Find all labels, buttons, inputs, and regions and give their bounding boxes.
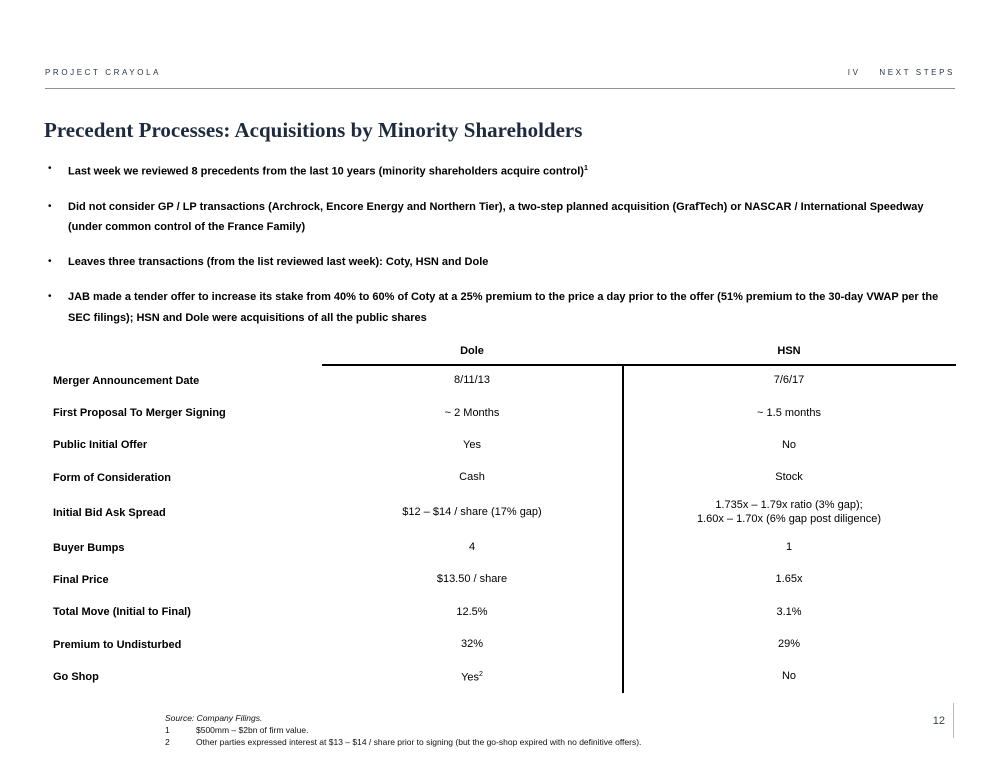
dole-value: Yes2 (461, 671, 483, 684)
bullet-text: Did not consider GP / LP transactions (A… (68, 200, 924, 234)
row-label: Total Move (Initial to Final) (53, 606, 191, 619)
bullet-item: • Did not consider GP / LP transactions … (48, 197, 955, 238)
label-column-header (45, 336, 322, 365)
hsn-value: 1.735x – 1.79x ratio (3% gap); 1.60x – 1… (696, 499, 882, 525)
bullet-marker-icon: • (48, 291, 52, 303)
bullet-marker-icon: • (48, 163, 52, 174)
bullet-item: • Last week we reviewed 8 precedents fro… (48, 159, 955, 182)
table-row: Final Price $13.50 / share 1.65x (45, 564, 956, 596)
table-row: Public Initial Offer Yes No (45, 429, 956, 461)
row-label: Premium to Undisturbed (53, 638, 182, 651)
table-row: Merger Announcement Date 8/11/13 7/6/17 (45, 365, 956, 397)
footnote-reference: 2 (479, 671, 483, 679)
dole-value: $12 – $14 / share (17% gap) (402, 506, 542, 519)
section-title: NEXT STEPS (879, 68, 955, 77)
bullet-item: • JAB made a tender offer to increase it… (48, 287, 955, 328)
footnote: 1 $500mm – $2bn of firm value. (165, 724, 641, 736)
slide-title: Precedent Processes: Acquisitions by Min… (44, 118, 583, 142)
table-row: Total Move (Initial to Final) 12.5% 3.1% (45, 596, 956, 628)
row-label: Buyer Bumps (53, 542, 125, 555)
project-name: PROJECT CRAYOLA (45, 68, 162, 77)
row-label: Merger Announcement Date (53, 375, 200, 388)
row-label: Form of Consideration (53, 471, 171, 484)
table-row: Initial Bid Ask Spread $12 – $14 / share… (45, 494, 956, 532)
bullet-text: Leaves three transactions (from the list… (68, 256, 489, 269)
hsn-value: 3.1% (776, 605, 802, 618)
bullet-marker-icon: • (48, 256, 52, 268)
footnote: 2 Other parties expressed interest at $13… (165, 736, 641, 748)
comparison-table: Dole HSN Merger Announcement Date 8/11/1… (45, 336, 956, 693)
footnote-reference: 1 (583, 165, 588, 172)
footnote-text: Other parties expressed interest at $13 … (196, 737, 642, 748)
dole-value: 32% (460, 637, 484, 650)
table-header-row: Dole HSN (45, 336, 956, 365)
page-number: 12 (932, 714, 945, 727)
hsn-value: ~ 1.5 months (757, 406, 821, 419)
table-row: Buyer Bumps 4 1 (45, 532, 956, 564)
dole-value: 12.5% (456, 605, 488, 618)
table-row: First Proposal To Merger Signing ~ 2 Mon… (45, 397, 956, 429)
hsn-value: No (781, 670, 797, 683)
page-number-divider (953, 703, 954, 738)
hsn-value: 1.65x (775, 573, 803, 586)
source-line: Source: Company Filings. (165, 713, 263, 723)
footnote-number: 1 (165, 725, 170, 736)
row-label: Final Price (53, 574, 109, 587)
bullet-text: Last week we reviewed 8 precedents from … (68, 165, 588, 178)
dole-value: Yes (463, 438, 481, 451)
header-section: IV NEXT STEPS (834, 68, 955, 77)
slide-header: PROJECT CRAYOLA IV NEXT STEPS (45, 68, 955, 77)
row-label: Initial Bid Ask Spread (53, 506, 166, 519)
section-number: IV (847, 68, 861, 77)
hsn-value: 7/6/17 (773, 374, 805, 387)
table-row: Premium to Undisturbed 32% 29% (45, 629, 956, 661)
dole-value: 8/11/13 (454, 374, 490, 387)
bullet-list: • Last week we reviewed 8 precedents fro… (48, 159, 955, 343)
dole-value: 4 (468, 541, 476, 554)
hsn-value: Stock (775, 470, 803, 483)
row-label: First Proposal To Merger Signing (53, 407, 226, 420)
row-label: Go Shop (53, 670, 99, 683)
hsn-value: No (781, 438, 797, 451)
table-row: Go Shop Yes2 No (45, 661, 956, 693)
row-label: Public Initial Offer (53, 439, 148, 452)
column-header-dole: Dole (460, 344, 484, 357)
footnote-number: 2 (165, 737, 170, 748)
table-row: Form of Consideration Cash Stock (45, 462, 956, 494)
column-divider (622, 365, 624, 693)
footnote-text: $500mm – $2bn of firm value. (196, 725, 309, 736)
header-rule (45, 88, 955, 89)
bullet-marker-icon: • (48, 200, 52, 212)
footnotes-block: Source: Company Filings. 1 $500mm – $2bn … (165, 712, 641, 749)
table-header-rule (322, 364, 956, 366)
page-number-area: 12 (933, 703, 954, 738)
dole-value: $13.50 / share (436, 573, 508, 586)
dole-value: ~ 2 Months (444, 406, 500, 419)
bullet-item: • Leaves three transactions (from the li… (48, 252, 955, 273)
bullet-text: JAB made a tender offer to increase its … (68, 291, 939, 324)
hsn-value: 1 (785, 541, 793, 554)
column-header-hsn: HSN (777, 344, 801, 357)
dole-value: Cash (459, 470, 485, 483)
hsn-value: 29% (777, 637, 801, 650)
